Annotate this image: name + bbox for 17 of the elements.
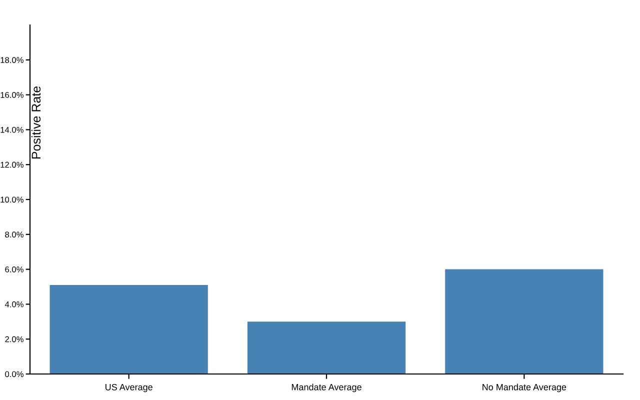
y-tick-label: 18.0% [0, 57, 24, 63]
y-tick-label: 8.0% [5, 232, 24, 238]
y-tick-label: 16.0% [0, 92, 24, 98]
y-axis-title: Positive Rate [31, 86, 41, 159]
bar [50, 285, 208, 374]
y-tick-label: 10.0% [0, 196, 24, 203]
y-tick-label: 14.0% [0, 126, 24, 133]
x-tick-label: No Mandate Average [482, 384, 566, 392]
y-tick-label: 2.0% [5, 336, 24, 342]
x-tick-label: US Average [106, 384, 152, 392]
y-tick-label: 0.0% [5, 371, 24, 378]
y-tick-label: 6.0% [5, 266, 24, 272]
y-tick-label: 12.0% [0, 162, 24, 168]
bar [445, 269, 604, 374]
y-tick-label: 4.0% [4, 301, 24, 308]
bar [247, 322, 406, 374]
x-tick-label: Mandate Average [292, 384, 362, 392]
